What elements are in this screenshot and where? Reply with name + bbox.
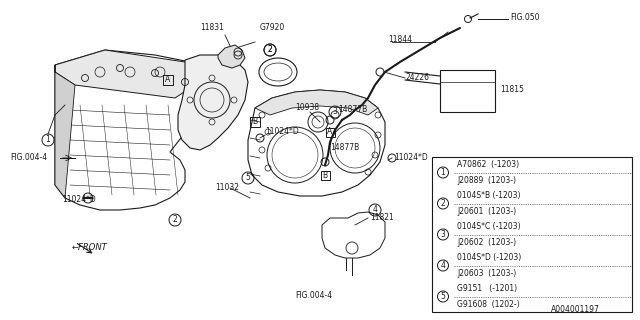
Polygon shape xyxy=(178,55,248,150)
Text: FIG.050: FIG.050 xyxy=(510,13,540,22)
Text: 14877B: 14877B xyxy=(330,143,359,153)
Text: 0104S*B (-1203): 0104S*B (-1203) xyxy=(457,191,520,200)
Text: J20602  (1203-): J20602 (1203-) xyxy=(457,238,516,247)
Text: J20603  (1203-): J20603 (1203-) xyxy=(457,269,516,278)
Text: 4: 4 xyxy=(440,261,445,270)
Text: G7920: G7920 xyxy=(260,22,285,31)
Text: 0104S*C (-1203): 0104S*C (-1203) xyxy=(457,222,520,231)
Bar xyxy=(440,70,495,112)
Text: A: A xyxy=(165,76,171,84)
Text: B: B xyxy=(252,117,257,126)
Text: 10938: 10938 xyxy=(295,103,319,113)
Text: 2: 2 xyxy=(173,215,177,225)
Text: 1: 1 xyxy=(45,135,51,145)
Text: J20889  (1203-): J20889 (1203-) xyxy=(457,176,516,185)
Text: 11024*D: 11024*D xyxy=(62,196,96,204)
Text: 14877B: 14877B xyxy=(338,106,367,115)
Polygon shape xyxy=(255,90,378,115)
Polygon shape xyxy=(55,50,215,98)
Text: 0104S*D (-1203): 0104S*D (-1203) xyxy=(457,253,521,262)
Bar xyxy=(326,127,335,137)
Bar xyxy=(250,117,260,127)
Text: 4: 4 xyxy=(372,205,378,214)
Polygon shape xyxy=(55,65,75,198)
Text: G91608  (1202-): G91608 (1202-) xyxy=(457,300,520,309)
Text: 2: 2 xyxy=(440,199,445,208)
Text: A004001197: A004001197 xyxy=(551,306,600,315)
Bar xyxy=(321,171,330,180)
Text: J20601  (1203-): J20601 (1203-) xyxy=(457,207,516,216)
Text: 24226: 24226 xyxy=(406,74,430,83)
Text: G9151   (-1201): G9151 (-1201) xyxy=(457,284,517,293)
Text: 2: 2 xyxy=(268,45,273,54)
Text: 11821: 11821 xyxy=(370,213,394,222)
Text: 5: 5 xyxy=(440,292,445,301)
Text: 11815: 11815 xyxy=(500,85,524,94)
Text: 2: 2 xyxy=(268,45,273,54)
Text: 11024*D: 11024*D xyxy=(265,127,299,137)
Text: 5: 5 xyxy=(246,173,250,182)
Polygon shape xyxy=(218,45,245,68)
Text: 11032: 11032 xyxy=(215,183,239,193)
Text: B: B xyxy=(323,171,328,180)
Text: 1: 1 xyxy=(440,168,445,177)
Text: A70862  (-1203): A70862 (-1203) xyxy=(457,160,519,169)
Text: 11831: 11831 xyxy=(200,22,224,31)
Text: FIG.004-4: FIG.004-4 xyxy=(10,153,47,162)
Text: 11024*D: 11024*D xyxy=(394,153,428,162)
Text: A: A xyxy=(328,127,333,137)
Text: ←FRONT: ←FRONT xyxy=(72,244,108,252)
Text: 11844: 11844 xyxy=(388,36,412,44)
Bar xyxy=(432,157,632,312)
Text: 3: 3 xyxy=(440,230,445,239)
Bar xyxy=(163,75,173,85)
Text: FIG.004-4: FIG.004-4 xyxy=(295,291,332,300)
Text: 3: 3 xyxy=(333,108,337,116)
